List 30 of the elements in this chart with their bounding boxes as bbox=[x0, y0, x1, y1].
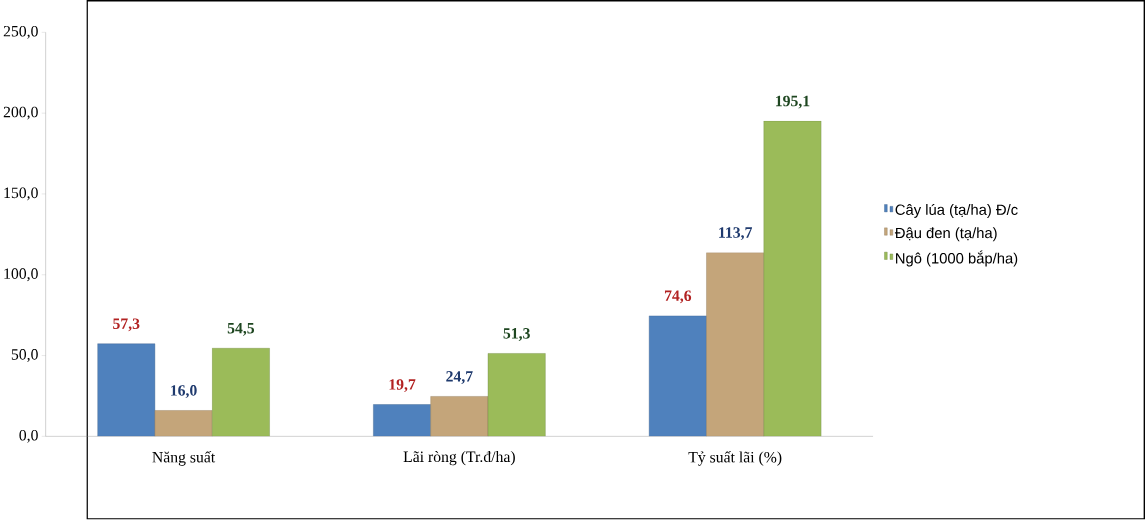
y-tick-label: 50,0 bbox=[11, 349, 38, 363]
data-label: 51,3 bbox=[503, 328, 530, 342]
data-label: 54,5 bbox=[227, 323, 255, 336]
legend-label: Cây lúa (tạ/ha) Đ/c bbox=[895, 204, 1018, 219]
bar bbox=[97, 343, 156, 437]
bar bbox=[706, 252, 765, 437]
y-tick-label: 150,0 bbox=[4, 187, 38, 201]
data-label: 74,6 bbox=[664, 290, 692, 304]
bar bbox=[212, 348, 270, 437]
bar bbox=[154, 410, 213, 437]
y-tick-label: 200,0 bbox=[3, 106, 38, 120]
data-label: 195,1 bbox=[776, 95, 810, 109]
x-tick-label: Năng suất bbox=[152, 451, 216, 466]
x-tick-label: Lãi ròng (Tr.đ/ha) bbox=[403, 451, 515, 466]
data-label: 24,7 bbox=[446, 371, 473, 385]
y-tick-label: 100,0 bbox=[4, 268, 38, 282]
bar bbox=[763, 121, 822, 437]
bar bbox=[373, 404, 431, 437]
bar bbox=[648, 315, 707, 437]
data-label: 16,0 bbox=[171, 385, 197, 399]
data-label: 19,7 bbox=[389, 379, 416, 393]
bar bbox=[487, 353, 546, 437]
y-tick-label: 250,0 bbox=[3, 26, 38, 40]
x-tick-label: Tỷ suất lãi (%) bbox=[688, 451, 782, 466]
legend-label: Đậu đen (tạ/ha) bbox=[894, 227, 997, 242]
bar bbox=[430, 396, 489, 437]
data-label: 57,3 bbox=[113, 318, 140, 332]
y-tick-label: 0,0 bbox=[19, 430, 38, 443]
legend-label: Ngô (1000 bắp/ha) bbox=[896, 250, 1018, 267]
data-label: 113,7 bbox=[719, 227, 753, 241]
